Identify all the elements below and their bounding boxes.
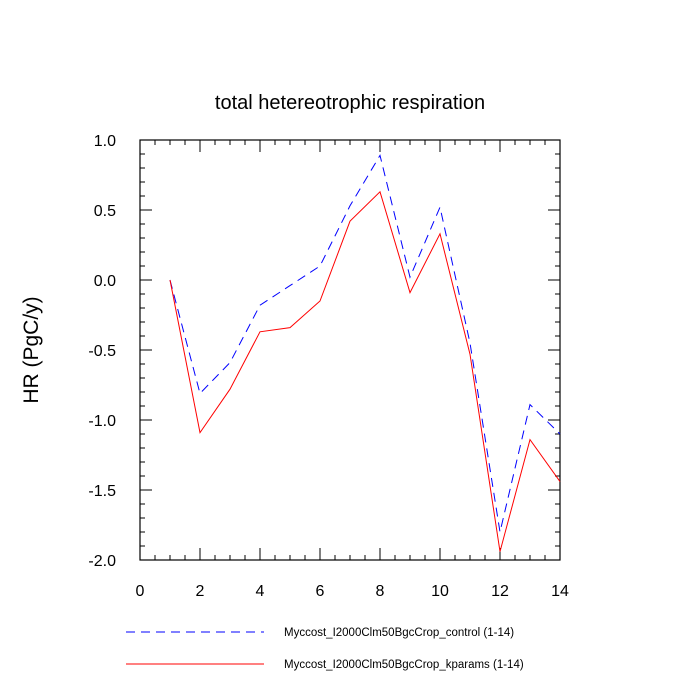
x-tick-label: 12	[491, 583, 509, 600]
x-tick-label: 14	[551, 583, 569, 600]
x-tick-label: 0	[136, 583, 145, 600]
axis-ticks	[139, 139, 561, 561]
y-tick-label: 1.0	[94, 133, 116, 150]
series-line-kparams	[169, 190, 561, 552]
chart-title: total hetereotrophic respiration	[215, 92, 485, 114]
series-line-control	[169, 154, 561, 533]
axis-tick-labels: 0 2 4 6 8 10 12 14 1.0 0.5 0.0 -0.5 -1.0 -1.5 -2.0	[88, 133, 569, 600]
plot-frame	[139, 139, 561, 561]
y-tick-label: 0.5	[94, 203, 116, 220]
x-tick-label: 4	[256, 583, 265, 600]
legend: Myccost_I2000Clm50BgcCrop_control (1-14)…	[126, 627, 524, 671]
series-lines	[169, 154, 561, 552]
y-tick-label: -2.0	[88, 553, 116, 570]
y-tick-label: -1.5	[88, 483, 116, 500]
y-axis-label: HR (PgC/y)	[20, 296, 43, 403]
y-tick-label: 0.0	[94, 273, 116, 290]
y-tick-label: -1.0	[88, 413, 116, 430]
x-tick-label: 6	[316, 583, 325, 600]
legend-label-control: Myccost_I2000Clm50BgcCrop_control (1-14)	[284, 627, 514, 639]
x-tick-label: 10	[431, 583, 449, 600]
x-tick-label: 8	[376, 583, 385, 600]
y-tick-label: -0.5	[88, 343, 116, 360]
legend-label-kparams: Myccost_I2000Clm50BgcCrop_kparams (1-14)	[284, 659, 524, 671]
x-tick-label: 2	[196, 583, 205, 600]
